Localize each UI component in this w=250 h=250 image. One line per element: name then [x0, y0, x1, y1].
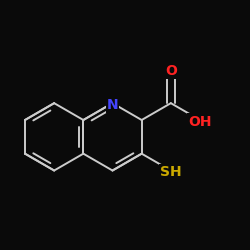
Text: OH: OH: [188, 114, 212, 128]
Text: SH: SH: [160, 165, 182, 179]
Text: N: N: [107, 98, 118, 112]
Text: O: O: [165, 64, 177, 78]
